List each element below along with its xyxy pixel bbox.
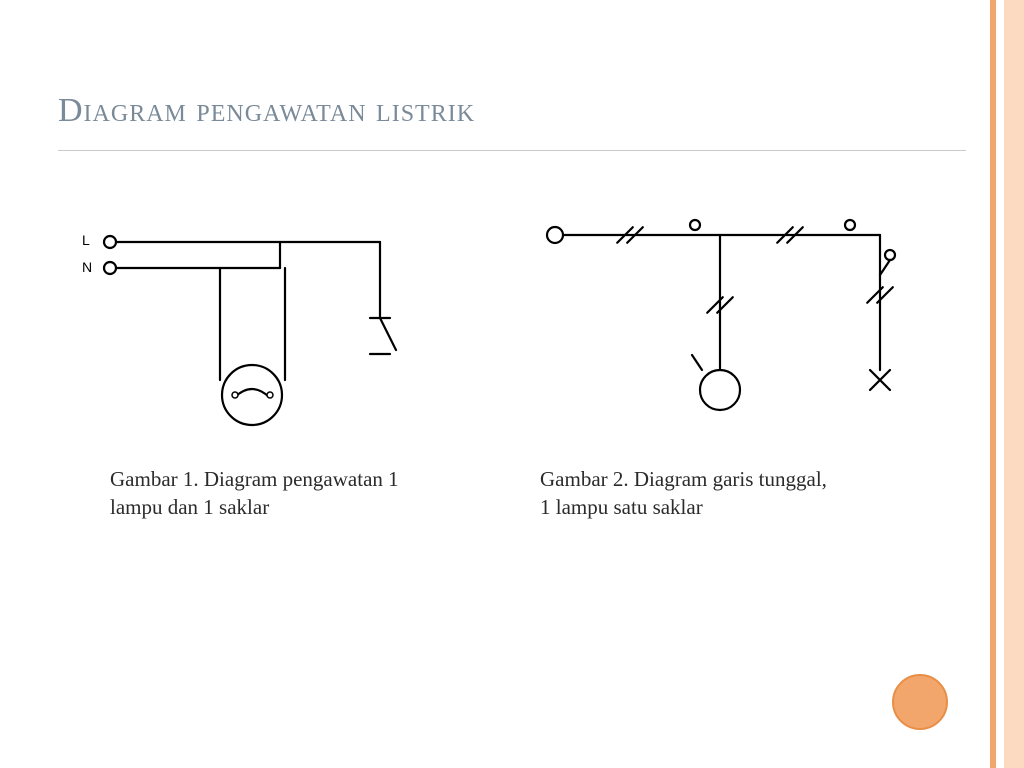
accent-bar (996, 0, 1004, 768)
wiring-diagram-1: LN (70, 210, 430, 430)
accent-bar (1004, 0, 1024, 768)
figure-2-caption: Gambar 2. Diagram garis tunggal, 1 lampu… (540, 465, 840, 522)
accent-bar (990, 0, 996, 768)
title-underline (58, 150, 966, 151)
svg-text:L: L (82, 232, 90, 248)
decorative-circle (892, 674, 948, 730)
figure-1-caption: Gambar 1. Diagram pengawatan 1 lampu dan… (110, 465, 410, 522)
page-title: Diagram pengawatan listrik (58, 92, 475, 130)
single-line-diagram-2 (520, 195, 940, 430)
svg-text:N: N (82, 259, 92, 275)
